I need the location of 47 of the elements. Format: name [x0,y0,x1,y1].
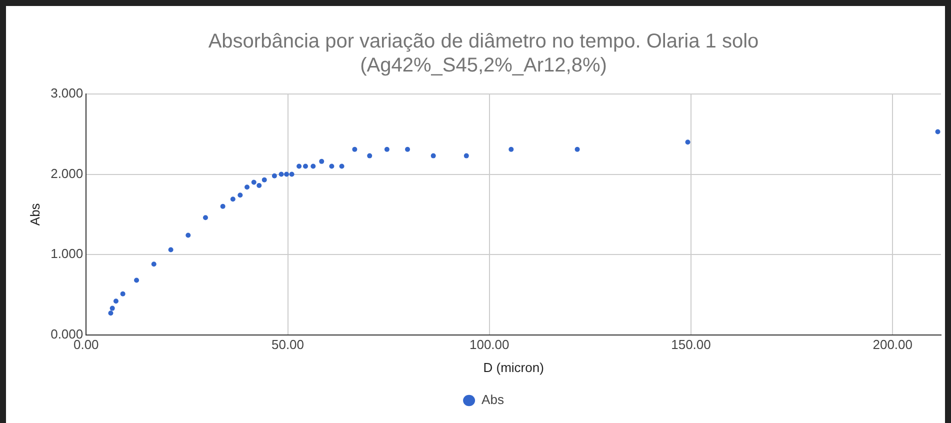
chart-title: Absorbância por variação de diâmetro no tempo. Olaria 1 solo (Ag42%_S45,2%_Ar12,8%) [208,30,759,77]
legend-label: Abs [482,392,504,408]
point [262,177,267,182]
point [685,140,690,145]
x-tick-label: 50.00 [271,337,304,352]
y-tick-label: 3.000 [50,86,84,101]
point [464,153,469,158]
y-axis-title: Abs [27,202,42,226]
point [405,146,410,152]
point [108,310,114,316]
point [339,164,344,169]
x-axis-title: D (micron) [483,360,544,375]
y-tick-label: 2.000 [50,166,84,181]
point [508,146,514,152]
x-tick-label: 200.00 [872,337,912,352]
point [352,146,358,152]
point [296,164,302,169]
point [134,278,140,283]
point [120,291,126,296]
point [319,158,324,164]
point [202,215,208,220]
point [272,173,277,178]
point [151,262,156,267]
point [329,164,334,169]
point [186,232,191,238]
point [302,164,308,169]
point [244,184,250,190]
point [220,204,226,209]
point [256,183,262,188]
point [289,172,294,177]
point [113,298,118,304]
point [238,192,243,198]
point [284,172,290,177]
point [110,306,115,311]
point [430,153,436,158]
point [384,146,390,152]
point [251,180,256,185]
x-tick-label: 150.00 [671,337,711,352]
point [574,146,580,152]
y-tick-label: 1.000 [50,246,84,262]
point [278,172,284,177]
point [367,153,372,158]
point [935,129,940,134]
point [230,196,236,202]
point [168,247,174,252]
point [310,164,316,169]
x-tick-label: 100.00 [469,337,510,352]
